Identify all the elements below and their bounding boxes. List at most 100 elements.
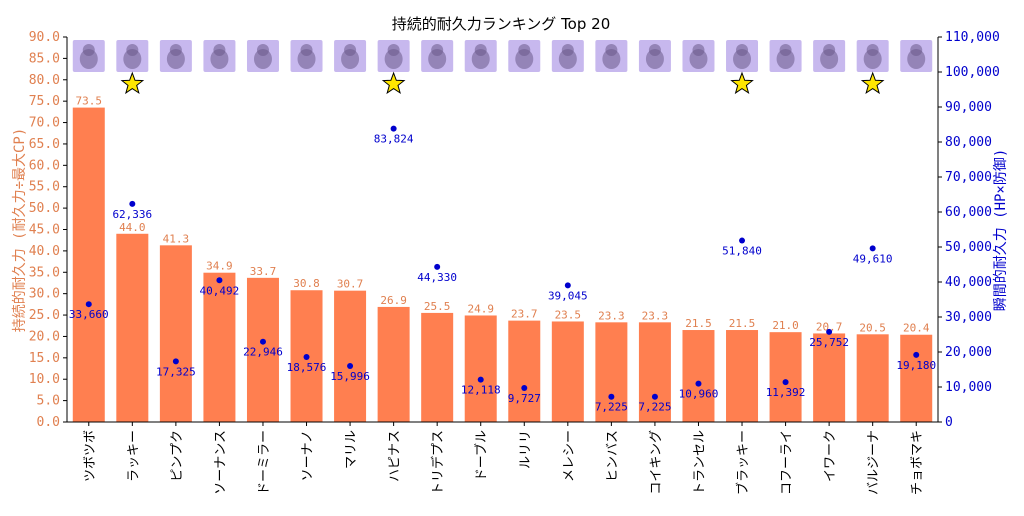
bar	[551, 321, 584, 422]
bar-value-label: 34.9	[206, 260, 233, 273]
bar	[682, 330, 715, 422]
creature-silhouette	[863, 49, 882, 69]
creature-head	[823, 44, 836, 56]
scatter-value-label: 11,392	[766, 386, 806, 399]
chart-title: 持続的耐久力ランキング Top 20	[392, 15, 611, 33]
creature-head	[300, 44, 313, 56]
scatter-point	[869, 245, 876, 252]
y-left-tick-label: 90.0	[29, 30, 60, 45]
creature-head	[605, 44, 618, 56]
creature-head	[256, 44, 269, 56]
x-tick-label: ピンプク	[170, 430, 185, 482]
y-right-tick-label: 0	[945, 415, 953, 430]
x-tick-label: ハピナス	[388, 430, 403, 482]
scatter-point	[303, 353, 310, 360]
blacky-icon	[726, 40, 759, 72]
y-right-tick-label: 50,000	[945, 240, 992, 255]
scatter-point	[782, 379, 789, 386]
star-icon	[730, 71, 754, 95]
sonans-icon	[203, 40, 236, 72]
scatter-point	[259, 338, 266, 345]
x-tick-label: トランセル	[692, 430, 707, 495]
bar-value-label: 21.0	[772, 319, 799, 332]
maril-icon	[334, 40, 367, 72]
scatter-value-label: 49,610	[853, 252, 893, 265]
creature-head	[910, 44, 923, 56]
x-tick-label: トリデプス	[430, 430, 446, 495]
bar-value-label: 20.5	[859, 321, 886, 334]
y-right-tick-label: 20,000	[945, 345, 992, 360]
creature-silhouette	[515, 49, 534, 69]
scatter-point	[739, 237, 746, 244]
y-axis-right-label: 瞬間的耐久力 (HP×防御)	[993, 149, 1009, 312]
bar	[508, 320, 541, 422]
x-tick-label: バルジーナ	[867, 430, 882, 495]
scatter-point	[85, 301, 92, 308]
scatter-point	[651, 393, 658, 400]
scatter-value-label: 62,336	[112, 208, 152, 221]
creature-head	[387, 44, 400, 56]
bar-value-label: 44.0	[119, 221, 146, 234]
scatter-value-label: 12,118	[461, 384, 501, 397]
x-tick-label: チョボマキ	[910, 430, 925, 495]
creature-head	[344, 44, 357, 56]
creature-head	[561, 44, 574, 56]
x-tick-label: ソーナンス	[213, 430, 228, 495]
bar	[464, 315, 497, 422]
scatter-value-label: 51,840	[722, 245, 762, 258]
scatter-point	[434, 263, 441, 270]
x-tick-label: メレシー	[562, 430, 577, 482]
scatter-value-label: 83,824	[374, 133, 414, 146]
torideps-icon	[421, 40, 454, 72]
y-axis-left-label: 持続的耐久力 (耐久力÷最大CP)	[11, 128, 28, 333]
y-left-tick-label: 75.0	[29, 94, 60, 109]
star-icon	[860, 71, 885, 95]
creature-head	[692, 44, 705, 56]
y-left-tick-label: 30.0	[29, 287, 60, 302]
y-left-tick-label: 10.0	[29, 372, 60, 387]
scatter-point	[129, 200, 136, 207]
y-right-tick-label: 40,000	[945, 275, 992, 290]
scatter-series: 33,660 62,336 17,325 40,492 22,946 18,57615,9…	[69, 125, 936, 414]
bar-value-label: 24.9	[467, 302, 494, 315]
hinbass-icon	[595, 40, 628, 72]
x-tick-label: ラッキー	[126, 430, 141, 482]
x-tick-label: イワーク	[823, 430, 838, 482]
y-right-tick-label: 100,000	[945, 65, 1000, 80]
y-right-tick-label: 60,000	[945, 205, 992, 220]
bar-value-label: 20.7	[816, 320, 843, 333]
creature-silhouette	[297, 49, 316, 69]
bar-value-label: 73.5	[76, 95, 103, 108]
y-right-tick-label: 70,000	[945, 170, 992, 185]
creature-head	[169, 44, 182, 56]
chobomaki-icon	[900, 40, 933, 72]
x-tick-label: ドーブル	[474, 430, 490, 481]
x-tick-label: ブラッキー	[735, 430, 751, 495]
x-tick-label: ソーナノ	[301, 430, 316, 481]
x-tick-label: ヒンバス	[605, 430, 620, 482]
sonano-icon	[290, 40, 323, 72]
creature-silhouette	[123, 49, 142, 69]
bar	[813, 333, 846, 422]
creature-head	[648, 44, 661, 56]
y-left-tick-label: 35.0	[29, 265, 60, 280]
creature-head	[213, 44, 226, 56]
y-left-tick-label: 60.0	[29, 158, 60, 173]
scatter-point	[564, 282, 571, 289]
lucky-icon	[116, 40, 149, 72]
scatter-value-label: 7,225	[638, 401, 671, 414]
scatter-value-label: 40,492	[200, 284, 240, 297]
scatter-point	[172, 358, 179, 365]
creature-silhouette	[689, 49, 708, 69]
scatter-point	[477, 376, 484, 383]
scatter-point	[913, 351, 920, 358]
creature-silhouette	[253, 49, 272, 69]
x-tick-label: ルリリ	[518, 430, 533, 469]
y-left-tick-label: 70.0	[29, 116, 60, 131]
bar-series: 73.5 44.0 41.3 34.9 33.7 30.8 30.7 26.9 25.5 24.9…	[72, 95, 933, 422]
scatter-value-label: 10,960	[679, 388, 719, 401]
scatter-point	[521, 384, 528, 391]
iwark-icon	[813, 40, 846, 72]
bar-value-label: 23.5	[555, 308, 582, 321]
